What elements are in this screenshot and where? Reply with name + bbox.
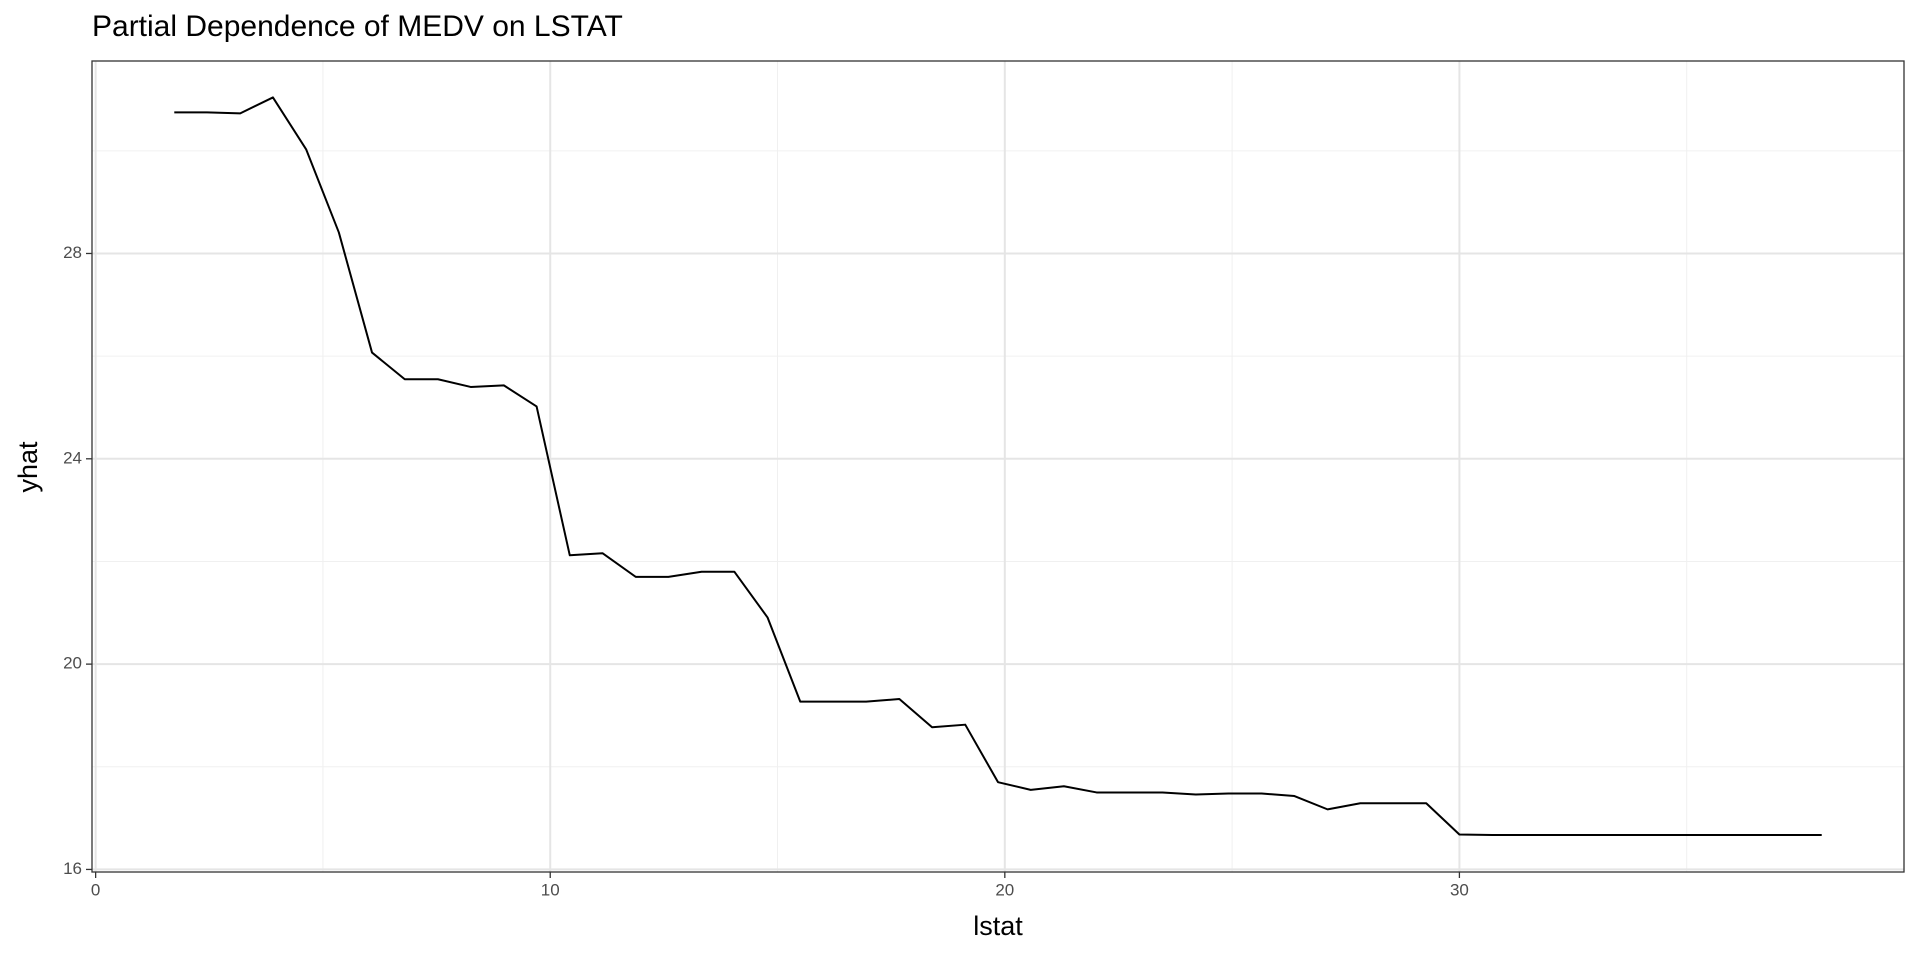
y-axis-label: yhat: [13, 441, 43, 493]
panel-border: [91, 60, 1905, 873]
y-tick-label: 24: [63, 448, 82, 467]
y-tick-label: 28: [63, 243, 82, 262]
data-line: [174, 96, 1822, 837]
y-tick-label: 20: [63, 654, 82, 673]
chart-title: Partial Dependence of MEDV on LSTAT: [92, 10, 623, 43]
y-tick-label: 16: [63, 859, 82, 878]
x-tick-label: 30: [1450, 880, 1469, 899]
x-tick-label: 10: [541, 880, 560, 899]
x-tick-label: 20: [995, 880, 1014, 899]
x-axis-label: lstat: [973, 911, 1023, 941]
x-tick-label: 0: [91, 880, 100, 899]
